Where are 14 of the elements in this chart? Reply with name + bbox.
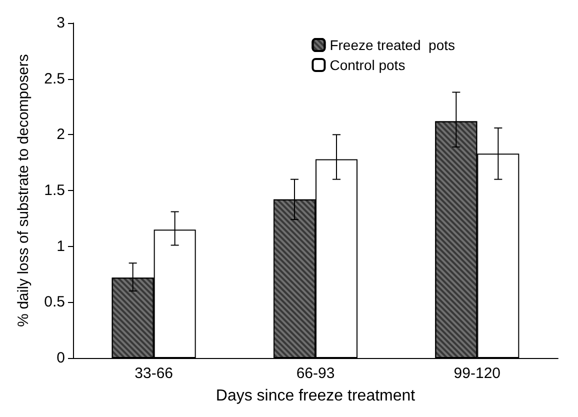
y-tick-label: 2 [56, 126, 65, 144]
x-axis-title: Days since freeze treatment [216, 388, 416, 404]
legend-label: Control pots [330, 57, 406, 73]
y-tick-label: 0 [56, 350, 65, 366]
y-tick-label: 3 [56, 14, 65, 32]
x-tick-label: 66-93 [296, 365, 335, 382]
y-tick-label: 0.5 [44, 294, 65, 311]
x-tick-label: 99-120 [454, 365, 501, 382]
y-tick-label: 1 [56, 238, 65, 255]
y-tick-label: 2.5 [44, 70, 65, 88]
y-axis-title: % daily loss of substrate to decomposers [15, 54, 32, 327]
y-tick-label: 1.5 [44, 182, 65, 199]
x-tick-label: 33-66 [134, 365, 174, 382]
legend-label: Freeze treated pots [330, 37, 456, 53]
